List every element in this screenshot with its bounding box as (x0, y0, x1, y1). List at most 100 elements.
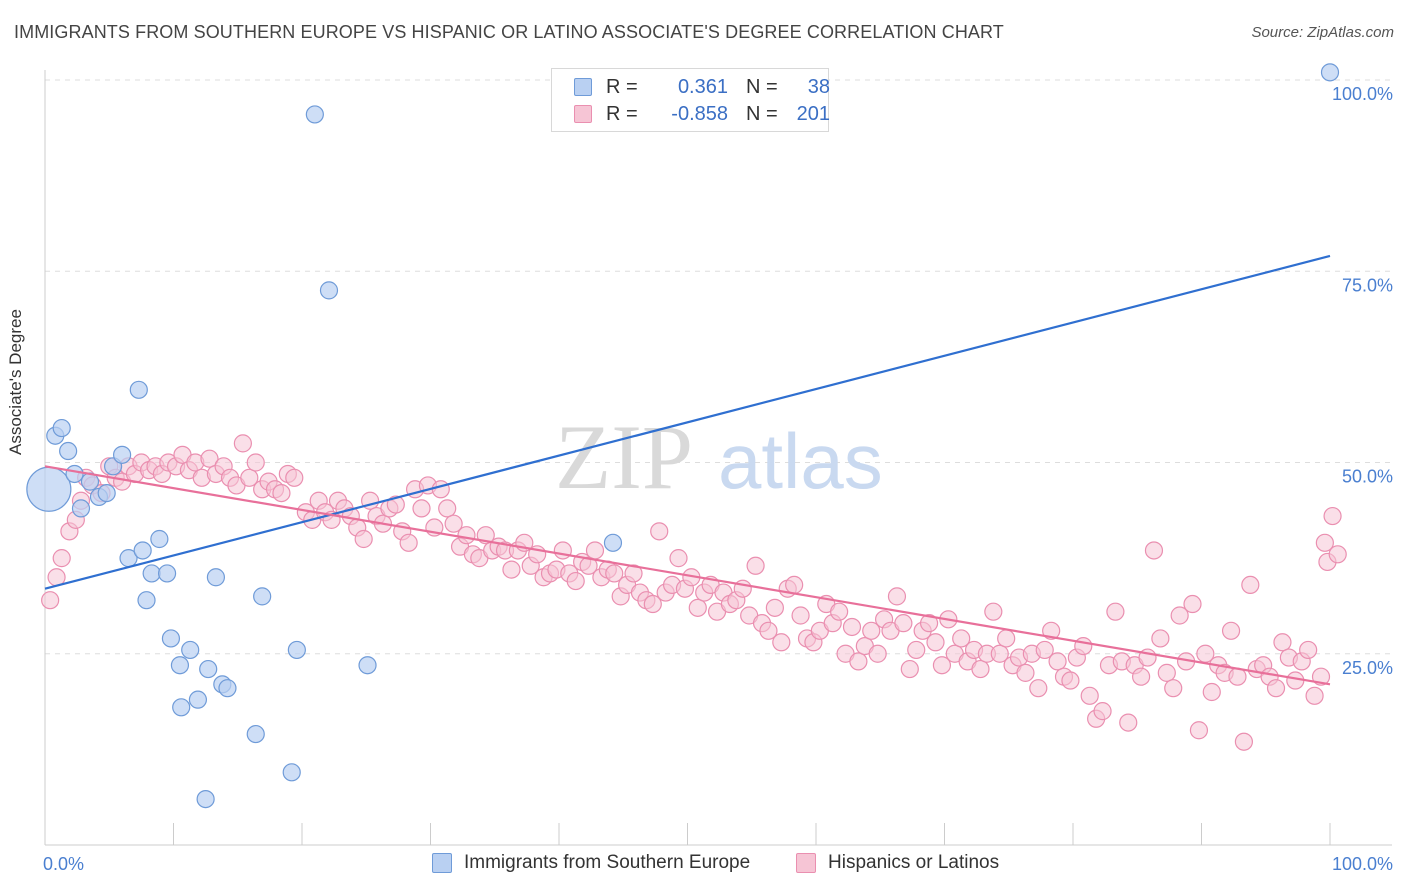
hispanic-point (566, 571, 585, 591)
legend-item-immigrants[interactable]: Immigrants from Southern Europe (432, 852, 750, 874)
hispanic-point (553, 541, 572, 560)
immigrant-point (59, 441, 78, 461)
hispanic-point (650, 522, 669, 541)
r-label: R = (606, 102, 638, 125)
hispanic-point (1234, 732, 1254, 751)
hispanic-point (746, 556, 765, 575)
immigrant-point (218, 679, 237, 698)
n-value: 38 (807, 75, 830, 98)
immigrant-point (282, 763, 301, 782)
legend-row-hispanics: R = -0.858 N = 201 (574, 101, 830, 127)
immigrant-point (157, 564, 177, 583)
hispanic-point (952, 629, 971, 648)
immigrant-point (253, 587, 272, 606)
hispanic-point (932, 656, 952, 675)
hispanic-point (444, 514, 463, 533)
hispanic-point (643, 594, 662, 614)
immigrant-point (305, 105, 324, 124)
hispanic-point (997, 629, 1016, 648)
legend-item-hispanics[interactable]: Hispanics or Latinos (796, 852, 999, 874)
hispanic-point (1106, 602, 1125, 621)
hispanic-point (1299, 640, 1318, 660)
immigrant-point (97, 484, 116, 503)
hispanic-point (502, 560, 521, 579)
hispanic-point (990, 644, 1009, 663)
grid-lines (45, 79, 1392, 655)
immigrant-point (133, 541, 152, 560)
hispanic-point (246, 453, 265, 472)
hispanic-point (1132, 667, 1151, 686)
y-tick-label: 25.0% (1342, 658, 1393, 678)
hispanic-point (1042, 621, 1061, 640)
hispanic-point (842, 617, 862, 637)
hispanic-point (1221, 621, 1241, 640)
hispanic-point (1328, 545, 1347, 564)
hispanic-point (354, 529, 373, 549)
immigrant-point (112, 445, 132, 464)
hispanic-point (1035, 640, 1054, 660)
hispanic-point (669, 549, 688, 568)
hispanic-point (759, 621, 778, 640)
hispanic-point (926, 633, 945, 652)
hispanic-point (200, 449, 219, 468)
hispanic-point (887, 587, 907, 606)
hispanic-point (1311, 667, 1331, 686)
immigrant-point (150, 529, 169, 549)
hispanic-point (971, 659, 990, 679)
immigrant-point (65, 464, 84, 484)
immigrant-point (196, 789, 215, 809)
immigrants-swatch (574, 78, 592, 96)
hispanic-point (1144, 541, 1164, 560)
r-value: 0.361 (677, 75, 728, 98)
chart-title: IMMIGRANTS FROM SOUTHERN EUROPE VS HISPA… (14, 22, 1004, 42)
hispanic-point (1119, 713, 1138, 732)
hispanic-point (431, 480, 450, 499)
hispanic-point (1305, 686, 1324, 705)
hispanic-point (233, 434, 252, 453)
hispanic-point (585, 541, 605, 560)
hispanic-points (41, 434, 1347, 751)
immigrant-point (161, 629, 181, 648)
hispanic-point (900, 659, 919, 679)
immigrant-point (137, 591, 156, 610)
axes (44, 70, 1392, 846)
hispanic-point (1202, 682, 1221, 702)
n-label: N = (746, 102, 778, 125)
legend-label-immigrants: Immigrants from Southern Europe (464, 852, 751, 873)
immigrant-point (358, 656, 377, 675)
hispanics-swatch (574, 105, 592, 123)
hispanic-point (1093, 702, 1112, 721)
immigrant-point (52, 418, 71, 438)
immigrant-point (603, 533, 623, 552)
hispanic-point (894, 614, 913, 633)
immigrant-point (142, 564, 161, 583)
hispanic-point (688, 598, 707, 617)
hispanic-point (1315, 533, 1334, 552)
x-tick-label: 0.0% (43, 854, 84, 874)
hispanic-point (438, 499, 457, 518)
hispanic-point (919, 614, 939, 633)
hispanic-point (624, 564, 643, 583)
r-label: R = (606, 75, 638, 98)
immigrant-point (199, 659, 218, 679)
legend-label-hispanics: Hispanics or Latinos (828, 852, 1000, 873)
legend-row-immigrants: R = 0.361 N = 38 (574, 74, 830, 100)
hispanic-point (579, 556, 598, 575)
hispanic-point (386, 495, 405, 514)
r-value: -0.858 (671, 102, 728, 125)
correlation-legend: R = 0.361 N = 38 R = -0.858 N = 201 (551, 68, 830, 132)
hispanic-point (1080, 686, 1099, 705)
immigrant-point (319, 281, 339, 300)
hispanic-point (791, 606, 810, 625)
hispanic-point (984, 602, 1003, 621)
hispanic-point (862, 621, 881, 640)
hispanic-point (785, 575, 804, 595)
hispanic-point (1061, 671, 1080, 690)
immigrant-point (170, 656, 190, 675)
immigrant-point (188, 690, 208, 709)
hispanic-point (1183, 594, 1202, 614)
hispanic-point (1029, 679, 1048, 698)
hispanic-point (605, 564, 624, 583)
trend-lines (44, 254, 1331, 686)
